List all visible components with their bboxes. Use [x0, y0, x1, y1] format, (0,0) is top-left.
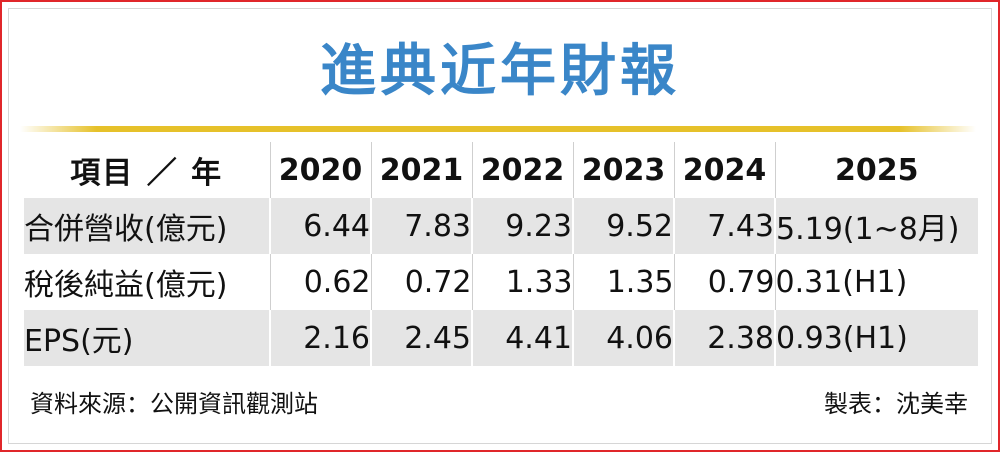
table-cell: 9.52: [573, 198, 675, 254]
title-divider: [20, 126, 976, 132]
financial-table: 項目 ／ 年 2020 2021 2022 2023 2024 2025 合併營…: [24, 142, 978, 366]
table-cell: 4.06: [573, 310, 675, 366]
table-row-revenue: 合併營收(億元) 6.44 7.83 9.23 9.52 7.43 5.19(1…: [24, 198, 978, 254]
header-year-2022: 2022: [472, 142, 574, 198]
source-note: 資料來源：公開資訊觀測站: [30, 390, 318, 418]
table-cell: 2.45: [371, 310, 473, 366]
table-cell: 9.23: [472, 198, 574, 254]
header-year-2025: 2025: [835, 152, 919, 188]
table-cell: 0.79: [674, 254, 776, 310]
table-row-eps: EPS(元) 2.16 2.45 4.41 4.06 2.38 0.93(H1): [24, 310, 978, 366]
table-cell: 0.72: [371, 254, 473, 310]
table-cell: 0.31(H1): [775, 264, 908, 300]
table-cell: 4.41: [472, 310, 574, 366]
table-cell: 1.33: [472, 254, 574, 310]
table-cell: 2.38: [674, 310, 776, 366]
author-credit: 製表：沈美幸: [824, 390, 968, 418]
header-year-2021: 2021: [371, 142, 473, 198]
table-cell: 2.16: [270, 310, 372, 366]
table-cell: 0.62: [270, 254, 372, 310]
row-label-revenue: 合併營收(億元): [24, 198, 271, 254]
row-label-eps: EPS(元): [24, 310, 271, 366]
table-cell: 7.83: [371, 198, 473, 254]
table-row-net-income: 稅後純益(億元) 0.62 0.72 1.33 1.35 0.79 0.31(H…: [24, 254, 978, 310]
table-cell: 5.19(1~8月): [775, 198, 978, 254]
chart-title: 進典近年財報: [320, 39, 680, 104]
header-item-label: 項目 ／ 年: [24, 142, 271, 198]
header-year-2024: 2024: [674, 142, 776, 198]
table-cell: 6.44: [270, 198, 372, 254]
header-row: 項目 ／ 年 2020 2021 2022 2023 2024 2025: [24, 142, 978, 198]
header-year-2023: 2023: [573, 142, 675, 198]
row-label-net-income: 稅後純益(億元): [24, 254, 271, 310]
table-cell: 0.93(H1): [775, 310, 978, 366]
header-year-2020: 2020: [270, 142, 372, 198]
table-cell: 1.35: [573, 254, 675, 310]
table-cell: 7.43: [674, 198, 776, 254]
